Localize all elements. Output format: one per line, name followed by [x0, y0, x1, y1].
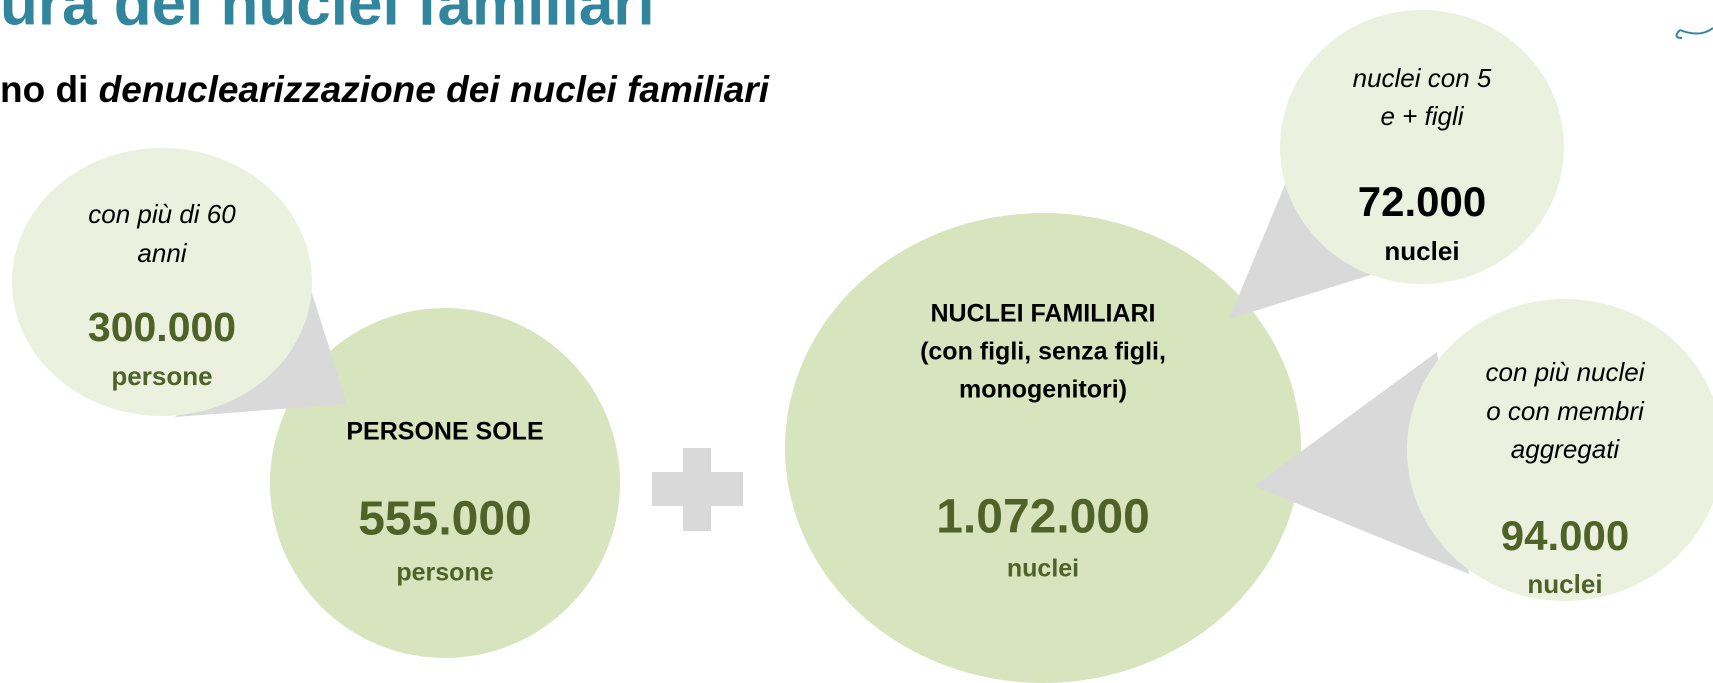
bubble-label: PERSONE SOLE — [346, 418, 543, 446]
bubble-unit: nuclei — [1007, 555, 1079, 583]
bubble-unit: nuclei — [1384, 236, 1459, 266]
bubble-unit: persone — [396, 559, 493, 587]
bubble-unit: nuclei — [1527, 569, 1602, 599]
bubble-5-figli — [1280, 10, 1564, 284]
bubble-label: NUCLEI FAMILIARI — [931, 300, 1156, 328]
plus-sign — [683, 448, 711, 531]
bubble-value: 1.072.000 — [936, 491, 1150, 544]
bubble-tail — [1229, 175, 1377, 319]
bubble-nuclei — [785, 213, 1301, 683]
bubble-label: aggregati — [1511, 434, 1621, 464]
bubble-label: (con figli, senza figli, — [920, 338, 1166, 366]
decoration — [1675, 27, 1713, 39]
bubble-unit: persone — [111, 361, 212, 391]
bubble-label: anni — [137, 238, 187, 268]
bubble-over-60 — [12, 148, 312, 416]
title: ura dei nuclei familiari — [0, 0, 655, 38]
bubble-label: con più nuclei — [1486, 357, 1646, 387]
bubble-value: 300.000 — [88, 304, 236, 350]
bubble-label: monogenitori) — [959, 376, 1127, 404]
subtitle: no di denuclearizzazione dei nuclei fami… — [0, 69, 770, 110]
bubble-label: con più di 60 — [88, 199, 236, 229]
bubble-label: o con membri — [1486, 396, 1645, 426]
bubble-value: 94.000 — [1501, 512, 1629, 559]
bubble-value: 555.000 — [358, 493, 532, 546]
bubble-piu-nuclei — [1407, 299, 1713, 601]
bubble-label: nuclei con 5 — [1353, 63, 1492, 93]
subtitle-emph: denuclearizzazione dei nuclei familiari — [99, 69, 770, 110]
bubble-persone-sole — [270, 308, 620, 658]
subtitle-prefix: no di — [0, 69, 88, 110]
bubble-label: e + figli — [1380, 101, 1464, 131]
bubble-value: 72.000 — [1358, 178, 1486, 225]
